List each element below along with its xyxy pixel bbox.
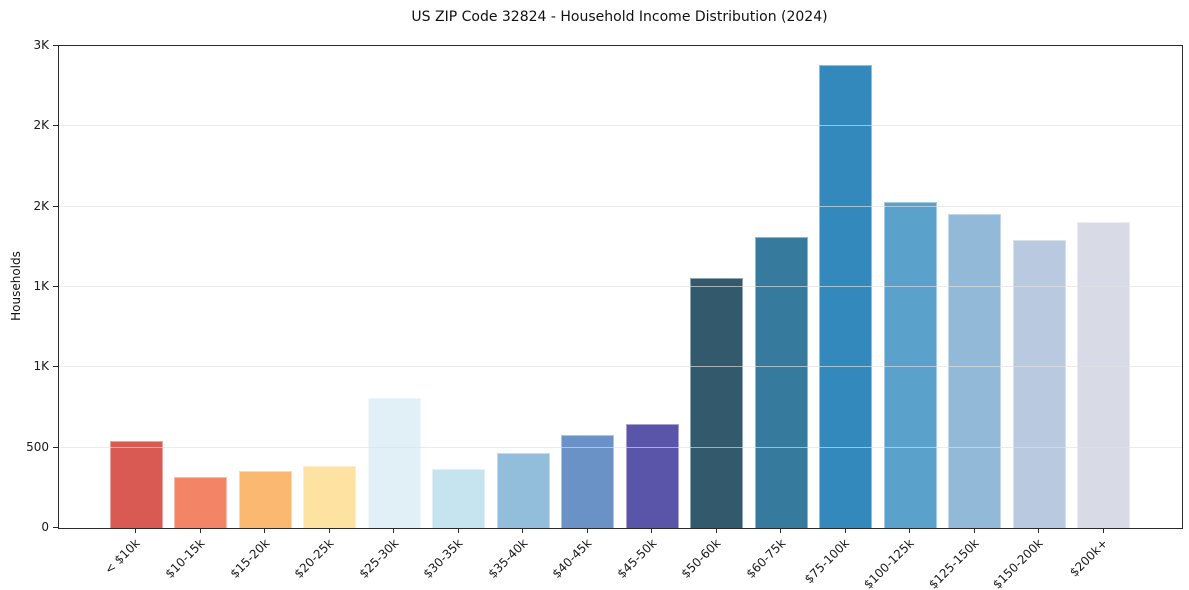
x-tick-mark [715,528,717,533]
y-tick-label: 2K [33,198,49,213]
x-tick-mark [844,528,846,533]
x-tick-label-text: $40-45k [549,536,595,581]
x-tick-label-text: $45-50k [614,536,659,581]
y-tick-mark [53,286,58,287]
x-tick-mark [393,528,394,533]
y-tick-mark [53,446,58,448]
bar [948,213,1001,528]
x-tick-label-text: $60-75k [743,536,788,581]
bar [1012,240,1066,528]
y-tick-mark [53,205,58,207]
x-tick-label-text: $25-30k [356,536,401,581]
y-tick-label: 1K [33,359,49,374]
x-tick-label-text: $15-20k [227,536,272,581]
x-tick-mark [264,528,265,533]
y-tick-label: 500 [26,439,49,454]
x-tick-mark [1038,528,1039,533]
y-tick-label: 2K [33,118,49,133]
x-tick-label-text: $125-150k [925,536,982,590]
bar [561,434,614,528]
x-tick-label-text: $75-100k [802,536,853,587]
bar [303,466,356,528]
bar [496,453,550,528]
x-tick-mark [651,528,652,533]
bar [174,476,227,528]
bars-layer [59,46,1182,528]
x-tick-mark [328,528,330,533]
x-tick-mark [199,528,201,533]
bar [238,470,292,528]
x-tick-label-text: < $10k [102,536,143,577]
x-tick-mark [135,528,136,533]
x-tick-mark [586,528,588,533]
bar [625,424,679,528]
x-tick-mark [522,528,523,533]
bar [690,278,743,528]
x-tick-label-text: $30-35k [420,536,466,581]
bar [109,441,163,528]
x-tick-mark [909,528,910,533]
bar [819,65,872,528]
plot-area [58,45,1183,529]
y-tick-mark [53,125,58,127]
y-tick-label: 0 [41,520,49,534]
x-tick-mark [1102,528,1104,533]
y-tick-mark [53,366,58,368]
bar [883,201,937,528]
x-tick-label-text: $20-25k [291,536,337,581]
y-tick-label: 1K [33,279,49,293]
x-tick-label-text: $50-60k [678,536,724,581]
x-tick-label-text: $10-15k [162,536,208,581]
x-tick-label-text: $35-40k [485,536,530,581]
x-tick-label-text: $150-200k [990,536,1046,590]
x-tick-label-text: $200k+ [1066,536,1111,580]
x-tick-mark [457,528,459,533]
bar [1077,221,1130,528]
y-tick-mark [53,527,58,528]
bar [367,397,421,528]
chart-title: US ZIP Code 32824 - Household Income Dis… [411,9,828,25]
y-tick-mark [53,45,58,46]
y-tick-label: 3K [33,38,49,52]
bar [754,237,808,528]
bar [432,468,485,528]
x-tick-mark [973,528,975,533]
x-tick-label-text: $100-125k [861,536,917,590]
x-tick-mark [780,528,781,533]
